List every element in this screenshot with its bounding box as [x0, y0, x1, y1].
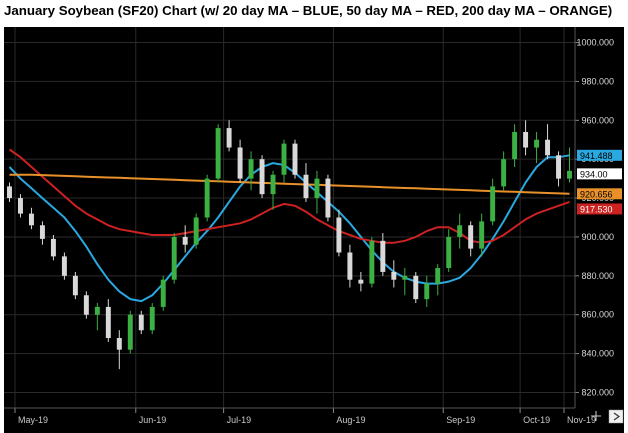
candle-up [215, 128, 221, 179]
close-value-label: 934.00 [580, 169, 608, 179]
y-tick-label: 1000.000 [576, 38, 614, 48]
candle-down [468, 225, 474, 249]
close-value-label-box [577, 168, 622, 180]
candle-up [281, 143, 287, 175]
ma-200-line [9, 173, 570, 195]
ma-50-value-label-box [577, 203, 622, 215]
candle-down [182, 236, 188, 245]
candle-down [237, 147, 243, 179]
candle-up [446, 236, 452, 269]
moving-averages [8, 148, 570, 303]
ma-20-value-label-box [577, 149, 622, 161]
candle-down [358, 279, 364, 284]
candle-down [138, 314, 144, 331]
crosshair-icon[interactable] [591, 411, 601, 421]
x-tick-label: May-19 [18, 415, 48, 425]
candle-up [193, 217, 199, 245]
candle-up [160, 279, 166, 307]
candle-up [501, 159, 507, 187]
candle-up [149, 306, 155, 331]
y-tick-label: 980.000 [581, 76, 614, 86]
candle-down [50, 238, 56, 257]
x-tick-label: Aug-19 [336, 415, 365, 425]
candle-up [369, 240, 375, 284]
y-tick-label: 900.000 [581, 232, 614, 242]
candle-up [534, 139, 540, 148]
ma-50-line [8, 148, 570, 244]
candle-up [171, 236, 177, 280]
candle-up [435, 268, 441, 284]
candle-down [83, 295, 89, 315]
x-tick-label: Nov-19 [567, 415, 596, 425]
chevron-right-icon[interactable] [608, 409, 624, 424]
plot-background [4, 27, 624, 433]
candle-down [391, 271, 397, 280]
candles [7, 120, 572, 370]
x-tick-label: Jul-19 [227, 415, 252, 425]
candle-up [270, 174, 276, 195]
grid-lines [4, 27, 575, 408]
y-tick-label: 880.000 [581, 271, 614, 281]
candle-down [325, 178, 331, 218]
candle-down [259, 159, 265, 195]
candle-up [127, 314, 133, 350]
ma-200-value-label-box [577, 188, 622, 200]
candle-up [424, 283, 430, 300]
ma-200-value-label: 920.656 [580, 189, 613, 199]
x-axis: May-19 Jun-19 Jul-19 Aug-19 Sep-19 Oct-19 Nov-… [4, 407, 596, 425]
y-tick-label: 840.000 [581, 349, 614, 359]
ma-20-value-label: 941.488 [580, 151, 613, 161]
candle-up [204, 178, 210, 218]
candle-down [523, 131, 529, 148]
candle-down [292, 143, 298, 175]
chart-title: January Soybean (SF20) Chart (w/ 20 day … [4, 3, 613, 18]
candle-up [479, 221, 485, 249]
candle-up [248, 159, 254, 179]
y-tick-label: 860.000 [581, 310, 614, 320]
candle-up [512, 131, 518, 160]
candle-down [7, 186, 12, 199]
candle-up [567, 170, 572, 179]
candle-down [556, 155, 561, 179]
candle-down [72, 275, 78, 296]
ma-50-value-label: 917.530 [580, 204, 613, 214]
candle-up [490, 186, 496, 222]
candle-down [380, 240, 386, 272]
candle-down [28, 213, 34, 226]
x-tick-label: Oct-19 [523, 415, 550, 425]
candle-up [457, 225, 463, 237]
ma-20-line [8, 154, 570, 303]
candle-down [303, 174, 309, 199]
candle-down [105, 306, 111, 339]
candle-up [94, 306, 100, 315]
candle-down [226, 128, 232, 148]
candle-up [314, 178, 320, 199]
candle-down [336, 217, 342, 253]
x-tick-label: Sep-19 [446, 415, 475, 425]
candle-down [116, 338, 122, 350]
y-tick-label: 960.000 [581, 115, 614, 125]
candle-up [402, 275, 408, 280]
candle-down [413, 275, 419, 300]
candle-down [39, 225, 45, 239]
candle-down [61, 256, 67, 276]
candle-down [18, 198, 23, 214]
candle-down [347, 252, 353, 280]
candle-down [545, 139, 551, 156]
x-tick-label: Jun-19 [139, 415, 167, 425]
y-tick-label: 820.000 [581, 387, 614, 397]
last-value-labels: 941.488 934.00 920.656 917.530 [577, 149, 622, 215]
